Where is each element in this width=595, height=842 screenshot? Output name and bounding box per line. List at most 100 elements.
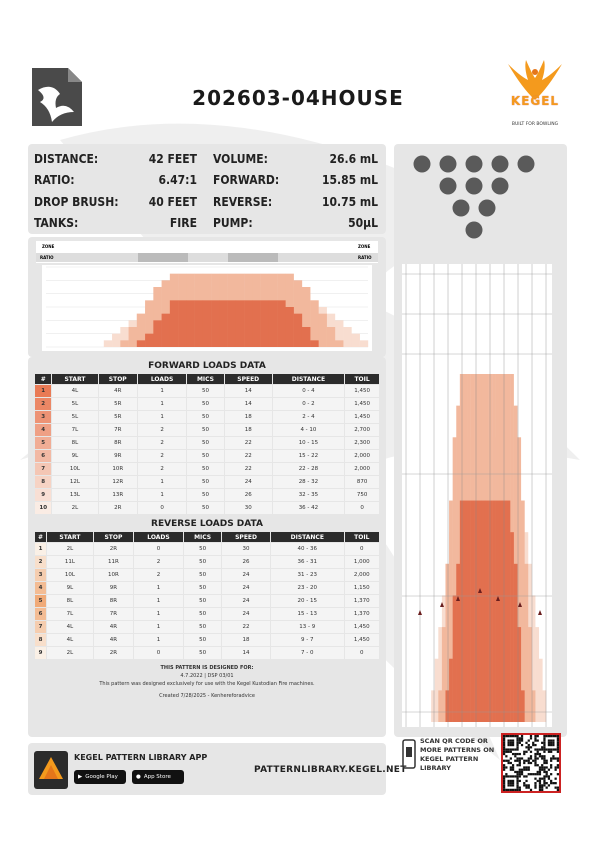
qr-module <box>550 743 553 747</box>
table-cell: 14 <box>224 398 272 410</box>
qr-module <box>514 735 517 738</box>
table-cell: 5L <box>52 398 98 410</box>
qr-panel: SCAN QR CODE OR MORE PATTERNS ON KEGEL P… <box>394 729 567 797</box>
qr-module <box>509 782 512 785</box>
qr-module <box>518 779 521 783</box>
arrow-icon <box>538 610 542 615</box>
table-cell: 13R <box>98 489 137 501</box>
oil-bar <box>277 300 286 347</box>
apple-icon: ● <box>136 774 141 780</box>
oil-bar <box>145 300 154 347</box>
qr-module <box>556 773 559 776</box>
qr-module <box>541 746 544 749</box>
lane-oil-strip <box>517 627 522 722</box>
qr-module <box>503 735 506 738</box>
arrow-icon <box>496 596 500 601</box>
pin-icon <box>439 155 457 173</box>
qr-module <box>538 786 542 789</box>
table-cell: 7 <box>35 463 52 475</box>
oil-bar <box>120 327 129 347</box>
table-cell: 11L <box>46 556 93 568</box>
table-cell: 50 <box>184 647 222 659</box>
column-header: MICS <box>187 374 224 384</box>
table-cell: 2 - 4 <box>272 411 345 423</box>
qr-module <box>534 759 537 762</box>
oil-bar <box>136 313 146 347</box>
qr-module <box>516 786 519 789</box>
google-play-button[interactable]: ▶ Google Play <box>74 770 126 784</box>
app-store-button[interactable]: ● App Store <box>132 770 184 784</box>
oil-bar <box>244 300 253 347</box>
qr-module <box>511 741 515 744</box>
stat-ratio: RATIO: 6.47:1 <box>34 173 197 188</box>
qr-module <box>543 768 546 771</box>
qr-module <box>534 786 537 789</box>
oil-bar <box>334 340 344 347</box>
column-header: DISTANCE <box>272 374 345 384</box>
qr-module <box>529 737 533 740</box>
qr-module <box>525 775 528 778</box>
qr-module <box>527 761 530 765</box>
table-cell: 1,450 <box>345 385 379 397</box>
qr-module <box>550 773 553 776</box>
table-cell: 6 <box>35 608 46 620</box>
qr-module <box>534 735 537 738</box>
qr-module <box>523 752 526 756</box>
table-cell: 0 - 2 <box>272 398 345 410</box>
qr-module <box>529 755 533 758</box>
table-cell: 10R <box>98 463 137 475</box>
table-row: 3 5L 5R 1 50 18 2 - 4 1,450 <box>35 411 379 423</box>
qr-module <box>503 764 506 767</box>
qr-module <box>545 770 548 774</box>
qr-module <box>543 759 546 762</box>
table-cell: 1,150 <box>344 582 379 594</box>
lane-oil-strip <box>499 500 504 722</box>
qr-module <box>516 782 519 785</box>
qr-module <box>520 743 524 747</box>
qr-module <box>505 755 508 758</box>
table-cell: 50 <box>184 621 222 633</box>
qr-module <box>525 786 528 789</box>
qr-module <box>550 759 553 762</box>
qr-module <box>514 770 517 774</box>
qr-module <box>536 770 539 774</box>
qr-module <box>503 777 506 780</box>
qr-code[interactable] <box>501 733 561 793</box>
table-cell: 1 <box>133 595 183 607</box>
table-row: 6 9L 9R 2 50 22 15 - 22 2,000 <box>35 450 379 462</box>
table-cell: 5R <box>98 398 137 410</box>
qr-module <box>554 766 557 769</box>
pin-icon <box>465 221 483 239</box>
table-cell: 24 <box>222 569 270 581</box>
qr-module <box>507 788 510 791</box>
qr-module <box>550 779 553 783</box>
qr-module <box>538 768 542 771</box>
qr-module <box>545 759 548 762</box>
pattern-library-url[interactable]: PATTERNLIBRARY.KEGEL.NET <box>254 765 407 775</box>
qr-module <box>534 739 537 742</box>
table-cell: 18 <box>222 634 270 646</box>
qr-module <box>525 779 528 783</box>
qr-module <box>525 766 528 769</box>
qr-module <box>518 761 521 765</box>
qr-module <box>536 748 539 751</box>
lane-oil-strip <box>456 563 461 722</box>
qr-module <box>511 775 515 778</box>
table-cell: 2 <box>137 437 187 449</box>
lane-oil-strip <box>463 500 468 722</box>
qr-module <box>511 788 515 791</box>
table-cell: 5L <box>52 411 98 423</box>
table-cell: 1 <box>133 608 183 620</box>
qr-module <box>503 752 506 756</box>
pin-icon <box>465 177 483 195</box>
qr-module <box>550 741 553 744</box>
oil-bar <box>186 300 195 347</box>
oil-bar <box>293 313 303 347</box>
qr-module <box>550 739 553 742</box>
lane-oil-strip <box>449 658 453 722</box>
qr-module <box>516 743 519 747</box>
pattern-library-app-icon[interactable] <box>34 751 68 789</box>
qr-module <box>518 773 521 776</box>
oil-bar <box>153 320 162 347</box>
lane-oil-strip <box>510 532 514 722</box>
